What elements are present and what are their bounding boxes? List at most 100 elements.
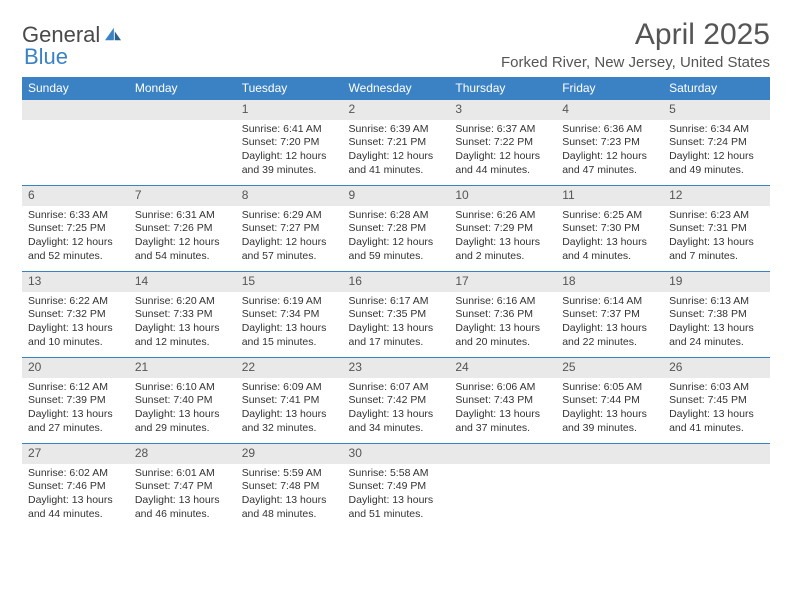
day-details: Sunrise: 6:17 AMSunset: 7:35 PMDaylight:… (343, 292, 450, 354)
day-cell: 12Sunrise: 6:23 AMSunset: 7:31 PMDayligh… (663, 186, 770, 272)
day-cell: 18Sunrise: 6:14 AMSunset: 7:37 PMDayligh… (556, 272, 663, 358)
daylight-line: Daylight: 12 hours and 47 minutes. (562, 150, 657, 177)
day-cell: 16Sunrise: 6:17 AMSunset: 7:35 PMDayligh… (343, 272, 450, 358)
day-cell: 10Sunrise: 6:26 AMSunset: 7:29 PMDayligh… (449, 186, 556, 272)
day-number: 12 (663, 186, 770, 206)
daylight-line: Daylight: 13 hours and 12 minutes. (135, 322, 230, 349)
day-details: Sunrise: 6:05 AMSunset: 7:44 PMDaylight:… (556, 378, 663, 440)
day-number: 10 (449, 186, 556, 206)
sunrise-line: Sunrise: 6:19 AM (242, 295, 337, 309)
day-number: 30 (343, 444, 450, 464)
daylight-line: Daylight: 13 hours and 34 minutes. (349, 408, 444, 435)
day-number: 6 (22, 186, 129, 206)
sunset-line: Sunset: 7:46 PM (28, 480, 123, 494)
col-tuesday: Tuesday (236, 77, 343, 100)
day-details: Sunrise: 6:06 AMSunset: 7:43 PMDaylight:… (449, 378, 556, 440)
day-details: Sunrise: 6:16 AMSunset: 7:36 PMDaylight:… (449, 292, 556, 354)
sunrise-line: Sunrise: 6:01 AM (135, 467, 230, 481)
daylight-line: Daylight: 13 hours and 22 minutes. (562, 322, 657, 349)
sunset-line: Sunset: 7:27 PM (242, 222, 337, 236)
day-cell (22, 100, 129, 186)
logo-text-blue: Blue (24, 46, 123, 68)
sunset-line: Sunset: 7:44 PM (562, 394, 657, 408)
sunset-line: Sunset: 7:38 PM (669, 308, 764, 322)
daylight-line: Daylight: 12 hours and 39 minutes. (242, 150, 337, 177)
day-number: 24 (449, 358, 556, 378)
col-monday: Monday (129, 77, 236, 100)
day-details: Sunrise: 6:22 AMSunset: 7:32 PMDaylight:… (22, 292, 129, 354)
day-cell: 26Sunrise: 6:03 AMSunset: 7:45 PMDayligh… (663, 358, 770, 444)
daylight-line: Daylight: 13 hours and 15 minutes. (242, 322, 337, 349)
day-number: 3 (449, 100, 556, 120)
sunset-line: Sunset: 7:24 PM (669, 136, 764, 150)
daylight-line: Daylight: 13 hours and 32 minutes. (242, 408, 337, 435)
day-details: Sunrise: 6:13 AMSunset: 7:38 PMDaylight:… (663, 292, 770, 354)
day-cell: 30Sunrise: 5:58 AMSunset: 7:49 PMDayligh… (343, 444, 450, 530)
daylight-line: Daylight: 13 hours and 27 minutes. (28, 408, 123, 435)
sunrise-line: Sunrise: 6:05 AM (562, 381, 657, 395)
sunrise-line: Sunrise: 6:13 AM (669, 295, 764, 309)
header: GeneralBlue April 2025 Forked River, New… (22, 18, 770, 71)
day-cell (449, 444, 556, 530)
sunrise-line: Sunrise: 6:28 AM (349, 209, 444, 223)
sunrise-line: Sunrise: 6:33 AM (28, 209, 123, 223)
day-details: Sunrise: 6:02 AMSunset: 7:46 PMDaylight:… (22, 464, 129, 526)
day-details: Sunrise: 6:03 AMSunset: 7:45 PMDaylight:… (663, 378, 770, 440)
day-cell: 29Sunrise: 5:59 AMSunset: 7:48 PMDayligh… (236, 444, 343, 530)
day-number: 11 (556, 186, 663, 206)
day-cell: 14Sunrise: 6:20 AMSunset: 7:33 PMDayligh… (129, 272, 236, 358)
sunrise-line: Sunrise: 6:14 AM (562, 295, 657, 309)
day-number: 2 (343, 100, 450, 120)
week-row: 1Sunrise: 6:41 AMSunset: 7:20 PMDaylight… (22, 100, 770, 186)
day-number: 13 (22, 272, 129, 292)
sunrise-line: Sunrise: 6:22 AM (28, 295, 123, 309)
day-details: Sunrise: 6:29 AMSunset: 7:27 PMDaylight:… (236, 206, 343, 268)
daylight-line: Daylight: 13 hours and 39 minutes. (562, 408, 657, 435)
daylight-line: Daylight: 13 hours and 29 minutes. (135, 408, 230, 435)
day-number: 5 (663, 100, 770, 120)
day-cell: 28Sunrise: 6:01 AMSunset: 7:47 PMDayligh… (129, 444, 236, 530)
day-details: Sunrise: 6:37 AMSunset: 7:22 PMDaylight:… (449, 120, 556, 182)
day-details: Sunrise: 6:36 AMSunset: 7:23 PMDaylight:… (556, 120, 663, 182)
day-cell: 1Sunrise: 6:41 AMSunset: 7:20 PMDaylight… (236, 100, 343, 186)
day-number: 16 (343, 272, 450, 292)
day-cell: 7Sunrise: 6:31 AMSunset: 7:26 PMDaylight… (129, 186, 236, 272)
day-details: Sunrise: 6:26 AMSunset: 7:29 PMDaylight:… (449, 206, 556, 268)
day-details: Sunrise: 6:19 AMSunset: 7:34 PMDaylight:… (236, 292, 343, 354)
day-details: Sunrise: 6:23 AMSunset: 7:31 PMDaylight:… (663, 206, 770, 268)
daylight-line: Daylight: 13 hours and 17 minutes. (349, 322, 444, 349)
daylight-line: Daylight: 13 hours and 44 minutes. (28, 494, 123, 521)
day-cell: 19Sunrise: 6:13 AMSunset: 7:38 PMDayligh… (663, 272, 770, 358)
day-cell: 4Sunrise: 6:36 AMSunset: 7:23 PMDaylight… (556, 100, 663, 186)
sunset-line: Sunset: 7:28 PM (349, 222, 444, 236)
sunrise-line: Sunrise: 5:58 AM (349, 467, 444, 481)
day-number: 8 (236, 186, 343, 206)
day-details: Sunrise: 6:25 AMSunset: 7:30 PMDaylight:… (556, 206, 663, 268)
sunrise-line: Sunrise: 6:23 AM (669, 209, 764, 223)
sunset-line: Sunset: 7:45 PM (669, 394, 764, 408)
day-cell: 2Sunrise: 6:39 AMSunset: 7:21 PMDaylight… (343, 100, 450, 186)
sunset-line: Sunset: 7:42 PM (349, 394, 444, 408)
daylight-line: Daylight: 13 hours and 2 minutes. (455, 236, 550, 263)
calendar-table: Sunday Monday Tuesday Wednesday Thursday… (22, 77, 770, 530)
day-cell: 13Sunrise: 6:22 AMSunset: 7:32 PMDayligh… (22, 272, 129, 358)
sunset-line: Sunset: 7:31 PM (669, 222, 764, 236)
weekday-header-row: Sunday Monday Tuesday Wednesday Thursday… (22, 77, 770, 100)
sunset-line: Sunset: 7:22 PM (455, 136, 550, 150)
day-cell: 8Sunrise: 6:29 AMSunset: 7:27 PMDaylight… (236, 186, 343, 272)
col-saturday: Saturday (663, 77, 770, 100)
sunrise-line: Sunrise: 5:59 AM (242, 467, 337, 481)
sunrise-line: Sunrise: 6:34 AM (669, 123, 764, 137)
daylight-line: Daylight: 12 hours and 41 minutes. (349, 150, 444, 177)
sunset-line: Sunset: 7:29 PM (455, 222, 550, 236)
day-details: Sunrise: 6:28 AMSunset: 7:28 PMDaylight:… (343, 206, 450, 268)
sunset-line: Sunset: 7:34 PM (242, 308, 337, 322)
day-number: 19 (663, 272, 770, 292)
day-number: 29 (236, 444, 343, 464)
sunset-line: Sunset: 7:41 PM (242, 394, 337, 408)
day-cell: 15Sunrise: 6:19 AMSunset: 7:34 PMDayligh… (236, 272, 343, 358)
sunset-line: Sunset: 7:20 PM (242, 136, 337, 150)
logo: GeneralBlue (22, 18, 123, 68)
daylight-line: Daylight: 12 hours and 49 minutes. (669, 150, 764, 177)
day-cell: 21Sunrise: 6:10 AMSunset: 7:40 PMDayligh… (129, 358, 236, 444)
